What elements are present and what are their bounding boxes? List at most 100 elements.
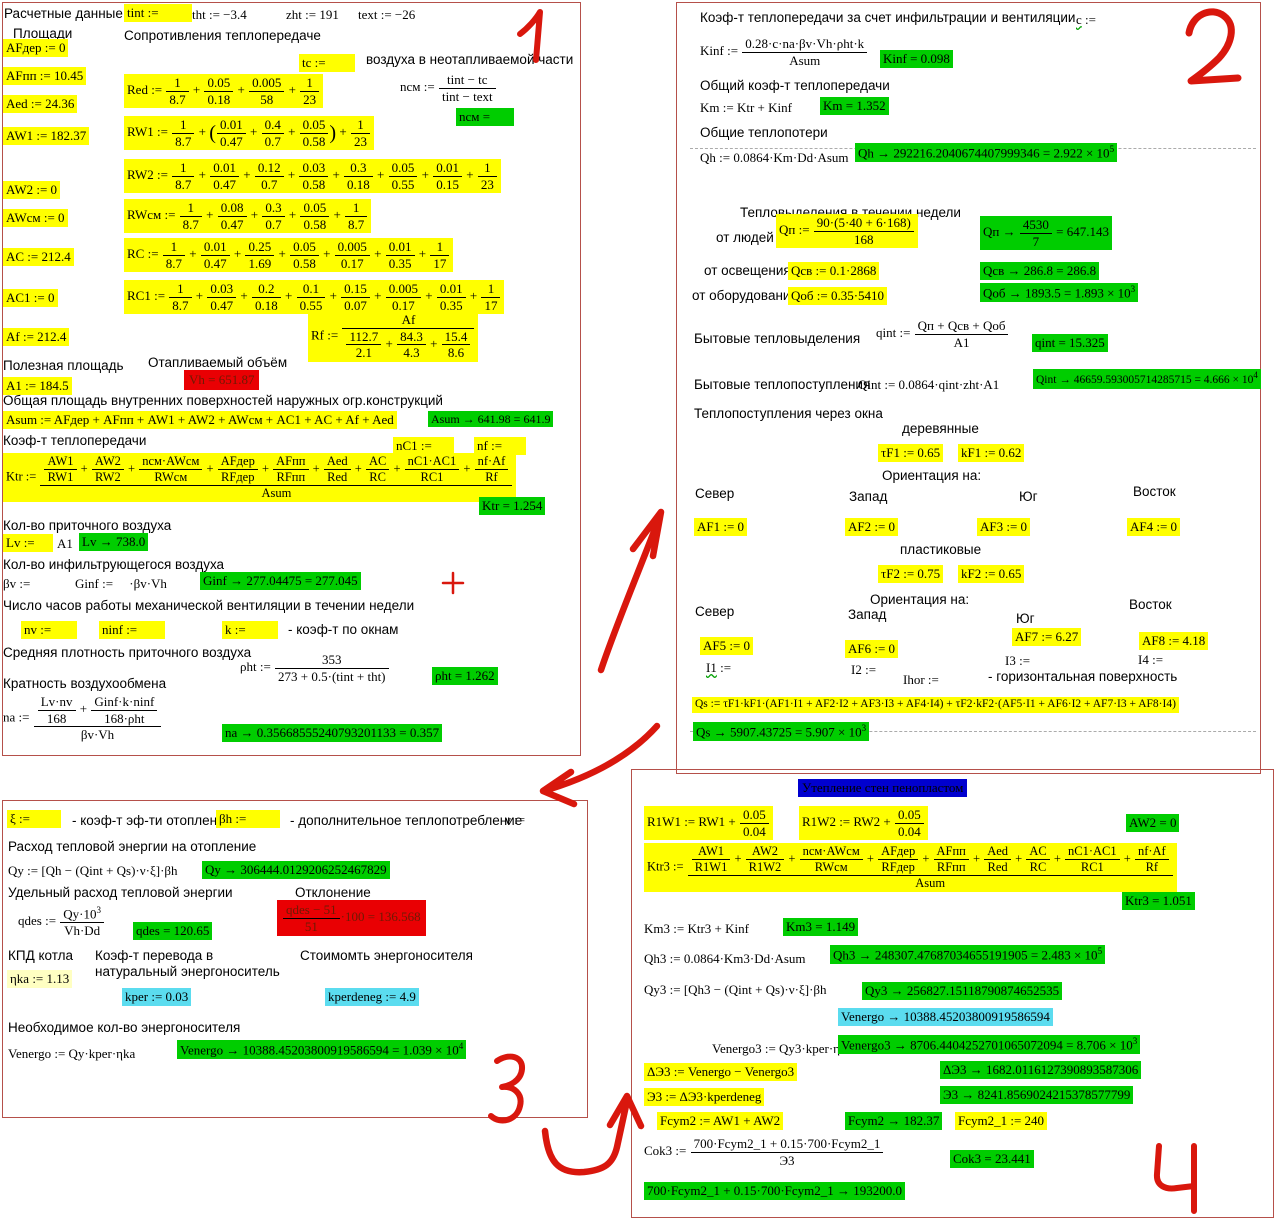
tint-input[interactable]: tint := <box>124 4 192 22</box>
r1w1-formula[interactable]: R1W1 := RW1 + 0.05 0.04 <box>644 806 773 841</box>
kf2-value[interactable]: kF2 := 0.65 <box>958 565 1025 583</box>
af-value[interactable]: Af := 212.4 <box>3 328 70 346</box>
i2-input[interactable]: I2 := <box>851 662 877 677</box>
ktr-formula[interactable]: Ktr := AW1 RW1 + AW2 RW2 + nсм·AWсм RWсм + … <box>3 453 517 502</box>
i3-input[interactable]: I3 := <box>1005 653 1031 668</box>
i4-input[interactable]: I4 := <box>1138 652 1164 667</box>
af6-value[interactable]: AF6 := 0 <box>845 640 899 658</box>
af1-value[interactable]: AF1 := 0 <box>694 518 748 536</box>
asum-formula[interactable]: Asum := AFдер + AFпп + AW1 + AW2 + AWсм … <box>3 411 397 429</box>
kinf-formula[interactable]: Kinf := 0.28·c·na·βv·Vh·ρht·k Asum <box>700 36 868 68</box>
fcym2-1-value[interactable]: Fcym2_1 := 240 <box>955 1112 1048 1130</box>
venergo3-formula[interactable]: Venergo3 := Qy3·kper·ηka <box>712 1041 853 1056</box>
qy3-formula[interactable]: Qy3 := [Qh3 − (Qint + Qs)·ν·ξ]·βh <box>644 982 827 997</box>
rht-formula[interactable]: ρht := 353 273 + 0.5·(tint + tht) <box>240 652 390 684</box>
panel-3-energy-demand <box>2 800 588 1118</box>
lv-input[interactable]: Lv := <box>3 534 53 552</box>
af2-value[interactable]: AF2 := 0 <box>845 518 899 536</box>
rw1-formula[interactable]: RW1 := 1 8.7 + (0.01 0.47 + 0.4 0.7 + 0.05 0… <box>124 116 374 151</box>
nsm-formula[interactable]: nсм := tint − tc tint − text <box>400 72 497 104</box>
xi-input[interactable]: ξ := <box>7 810 61 828</box>
tf2-value[interactable]: τF2 := 0.75 <box>878 565 944 583</box>
red-formula[interactable]: Red := 1 8.7 + 0.05 0.18 + 0.005 58 + 1 23 <box>124 74 324 109</box>
nc1-input[interactable]: nC1 := <box>393 437 454 455</box>
venergo-recall[interactable]: Venergo → 10388.45203800919586594 <box>838 1008 1053 1026</box>
bv-input[interactable]: βv := <box>3 576 31 591</box>
zht-value[interactable]: zht := 191 <box>286 7 339 22</box>
cok3-formula[interactable]: Cok3 := 700·Fcym2_1 + 0.15·700·Fcym2_1 Э3 <box>644 1136 884 1168</box>
ac-value[interactable]: AC := 212.4 <box>3 248 74 266</box>
south2-label: Юг <box>1016 611 1035 626</box>
ktr3-formula[interactable]: Ktr3 := AW1 R1W1 + AW2 R1W2 + nсм·AWсм RWсм… <box>644 843 1177 892</box>
af7-value[interactable]: AF7 := 6.27 <box>1012 628 1082 646</box>
nu-input[interactable]: ν := <box>505 812 526 827</box>
venergo-formula[interactable]: Venergo := Qy·kper·ηka <box>8 1046 136 1061</box>
payback-numerator-result: 700·Fcym2_1 + 0.15·700·Fcym2_1 → 193200.… <box>644 1182 906 1200</box>
lv-a1[interactable]: A1 <box>57 536 73 551</box>
kperdeneg-value[interactable]: kperdeneg := 4.9 <box>325 988 419 1006</box>
qs-result: Qs → 5907.43725 = 5.907 × 103 <box>693 722 870 741</box>
i1-input[interactable]: I1 := <box>706 660 732 675</box>
panel-1-initial-data <box>2 2 581 756</box>
venergo3-result: Venergo3 → 8706.4404252701065072094 = 8.… <box>838 1035 1141 1054</box>
nf-input[interactable]: nf := <box>474 437 526 455</box>
bh-input[interactable]: βh := <box>216 810 280 828</box>
kf1-value[interactable]: kF1 := 0.62 <box>958 444 1025 462</box>
afder-value[interactable]: AFдер := 0 <box>3 39 69 57</box>
qint2-formula[interactable]: Qint := 0.0864·qint·zht·A1 <box>858 377 1000 392</box>
aw1-value[interactable]: AW1 := 182.37 <box>3 127 90 145</box>
af4-value[interactable]: AF4 := 0 <box>1127 518 1181 536</box>
qs-formula[interactable]: Qs := τF1·kF1·(AF1·I1 + AF2·I2 + AF3·I3 … <box>692 697 1179 713</box>
specific-heat-label: Удельный расход тепловой энергии <box>8 885 233 900</box>
rf-formula[interactable]: Rf := Af 112.7 2.1 + 84.3 4.3 + 15.4 8.6 <box>308 311 479 362</box>
km3-result: Km3 = 1.149 <box>783 918 859 936</box>
af3-value[interactable]: AF3 := 0 <box>977 518 1031 536</box>
a1-value[interactable]: A1 := 184.5 <box>3 377 72 395</box>
heated-volume-label: Отапливаемый объём <box>148 355 288 370</box>
qh-formula[interactable]: Qh := 0.0864·Km·Dd·Asum <box>700 150 849 165</box>
awsm-value[interactable]: AWсм := 0 <box>3 209 68 227</box>
af8-value[interactable]: AF8 := 4.18 <box>1139 632 1209 650</box>
qdes-formula[interactable]: qdes := Qy·103 Vh·Dd <box>18 905 105 939</box>
conversion-label-1: Коэф-т перевода в <box>95 948 214 963</box>
km3-formula[interactable]: Km3 := Ktr3 + Kinf <box>644 921 749 936</box>
calc-data-label: Расчетные данные <box>4 6 123 21</box>
qsv-result: Qсв → 286.8 = 286.8 <box>980 262 1100 280</box>
fcym2-formula[interactable]: Fcym2 := AW1 + AW2 <box>657 1112 784 1130</box>
qob-formula[interactable]: Qоб := 0.35·5410 <box>788 287 888 305</box>
qh3-formula[interactable]: Qh3 := 0.0864·Km3·Dd·Asum <box>644 951 806 966</box>
ac1-value[interactable]: AC1 := 0 <box>3 289 58 307</box>
af5-value[interactable]: AF5 := 0 <box>700 637 754 655</box>
tht-value[interactable]: tht := −3.4 <box>192 7 247 22</box>
r1w2-formula[interactable]: R1W2 := RW2 + 0.05 0.04 <box>799 806 928 841</box>
km-result: Km = 1.352 <box>820 97 889 115</box>
de3-formula[interactable]: ΔЭ3 := Venergo − Venergo3 <box>644 1063 798 1081</box>
e3-formula[interactable]: Э3 := ΔЭ3·kperdeneg <box>644 1088 765 1106</box>
tf1-value[interactable]: τF1 := 0.65 <box>878 444 944 462</box>
rc-formula[interactable]: RC := 1 8.7 + 0.01 0.47 + 0.25 1.69 + 0.05 0… <box>124 238 454 273</box>
ihor-input[interactable]: Ihor := <box>903 672 939 687</box>
kper-value[interactable]: kper := 0.03 <box>122 988 192 1006</box>
qy-formula[interactable]: Qy := [Qh − (Qint + Qs)·ν·ξ]·βh <box>8 863 178 878</box>
c-input[interactable]: c := <box>1076 12 1096 27</box>
qint-formula[interactable]: qint := Qп + Qсв + Qоб A1 <box>876 318 1009 350</box>
ninf-input[interactable]: ninf := <box>99 621 165 639</box>
aw2-value[interactable]: AW2 := 0 <box>3 181 61 199</box>
qsv-formula[interactable]: Qсв := 0.1·2868 <box>788 262 880 280</box>
rw2-formula[interactable]: RW2 := 1 8.7 + 0.01 0.47 + 0.12 0.7 + 0.03 0… <box>124 159 501 194</box>
qp-formula[interactable]: Qп := 90·(5·40 + 6·168) 168 <box>776 214 918 249</box>
aed-value[interactable]: Aed := 24.36 <box>3 95 78 113</box>
nv-input[interactable]: nv := <box>21 621 77 639</box>
text-value[interactable]: text := −26 <box>358 7 416 22</box>
qdes-result: qdes = 120.65 <box>133 922 213 940</box>
na-formula[interactable]: na := Lv·nv 168 + Ginf·k·ninf 168·ρht βv·Vh <box>3 694 162 743</box>
tc-input[interactable]: tc := <box>299 54 355 72</box>
k-input[interactable]: k := <box>222 621 278 639</box>
nka-value[interactable]: ηka := 1.13 <box>7 970 73 988</box>
afpp-value[interactable]: AFпп := 10.45 <box>3 67 87 85</box>
insulation-title[interactable]: Утепление стен пенопластом <box>798 779 968 797</box>
rwsm-formula[interactable]: RWсм := 1 8.7 + 0.08 0.47 + 0.3 0.7 + 0.05 0… <box>124 199 372 234</box>
rc1-formula[interactable]: RC1 := 1 8.7 + 0.03 0.47 + 0.2 0.18 + 0.1 0.… <box>124 280 505 315</box>
ginf-formula[interactable]: Ginf := ·βv·Vh <box>75 576 167 591</box>
km-formula[interactable]: Km := Ktr + Kinf <box>700 100 792 115</box>
